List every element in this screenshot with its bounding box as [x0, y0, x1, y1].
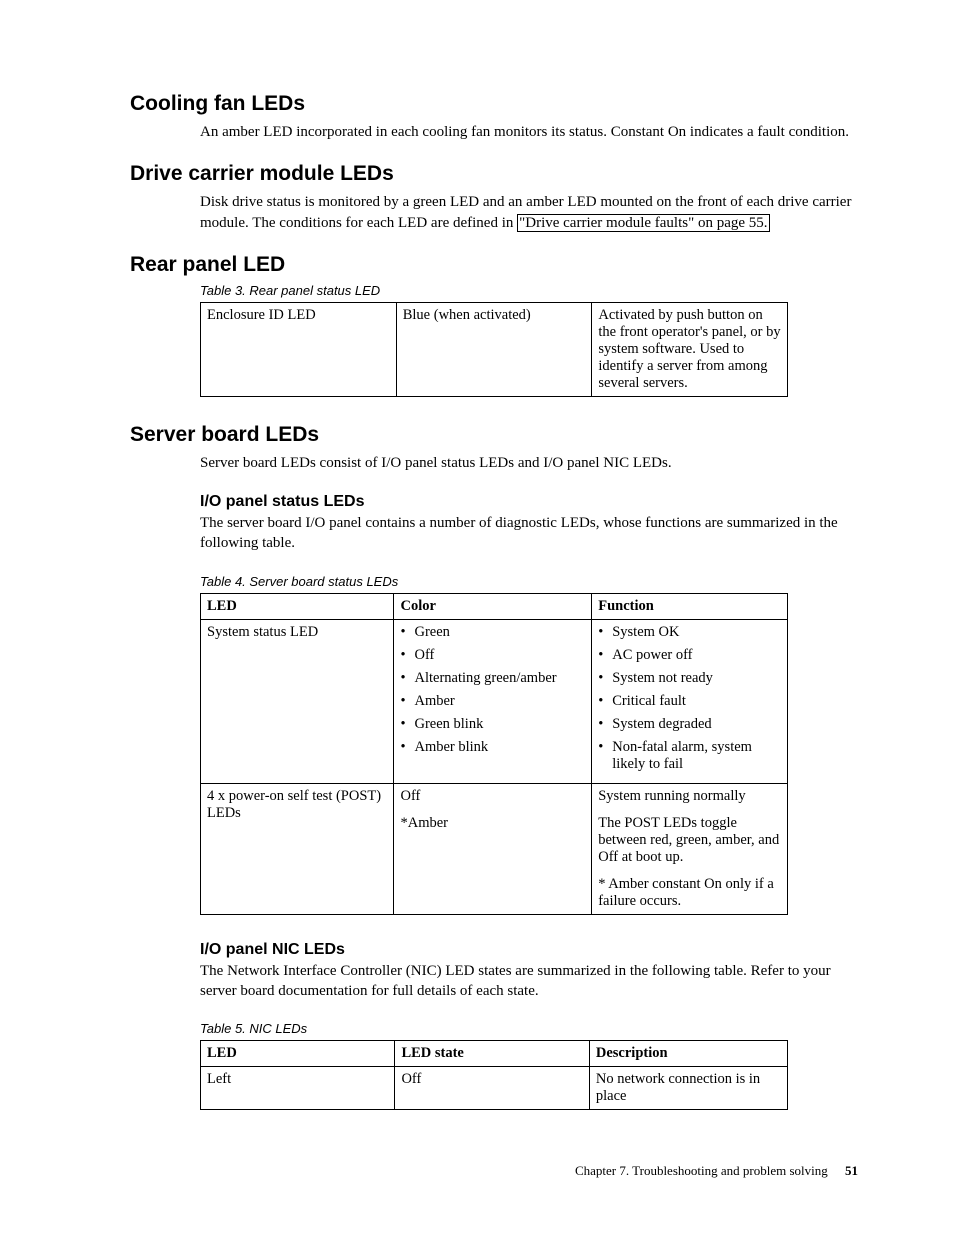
list-item: System not ready — [598, 670, 781, 687]
heading-io-nic: I/O panel NIC LEDs — [200, 941, 858, 959]
list-item: AC power off — [598, 647, 781, 664]
cell-toggle: The POST LEDs toggle between red, green,… — [598, 815, 781, 866]
heading-cooling-fan: Cooling fan LEDs — [130, 92, 858, 116]
caption-table-3: Table 3. Rear panel status LED — [200, 283, 858, 298]
list-item: Green — [400, 624, 585, 641]
cell-activated-desc: Activated by push button on the front op… — [592, 302, 788, 396]
list-item: Amber — [400, 693, 585, 710]
caption-table-4: Table 4. Server board status LEDs — [200, 574, 858, 589]
cell-left: Left — [201, 1067, 395, 1110]
list-item: Alternating green/amber — [400, 670, 585, 687]
cell-amber-constant: * Amber constant On only if a failure oc… — [598, 876, 781, 910]
heading-io-status: I/O panel status LEDs — [200, 493, 858, 511]
link-drive-faults[interactable]: "Drive carrier module faults" on page 55… — [517, 214, 769, 232]
col-description: Description — [589, 1041, 787, 1067]
table-row: System status LED Green Off Alternating … — [201, 619, 788, 783]
col-led: LED — [201, 593, 394, 619]
footer-chapter: Chapter 7. Troubleshooting and problem s… — [575, 1163, 828, 1178]
footer-page-number: 51 — [845, 1163, 858, 1178]
body-io-status: The server board I/O panel contains a nu… — [200, 513, 858, 554]
list-item: Non-fatal alarm, system likely to fail — [598, 739, 781, 773]
cell-post-color: Off *Amber — [394, 783, 592, 914]
body-cooling-fan: An amber LED incorporated in each coolin… — [200, 122, 858, 142]
cell-running-normally: System running normally — [598, 788, 781, 805]
col-led: LED — [201, 1041, 395, 1067]
cell-functions: System OK AC power off System not ready … — [592, 619, 788, 783]
cell-post-func: System running normally The POST LEDs to… — [592, 783, 788, 914]
col-function: Function — [592, 593, 788, 619]
col-led-state: LED state — [395, 1041, 589, 1067]
caption-table-5: Table 5. NIC LEDs — [200, 1021, 858, 1036]
heading-rear-panel: Rear panel LED — [130, 253, 858, 277]
table-row: Enclosure ID LED Blue (when activated) A… — [201, 302, 788, 396]
table-row: Left Off No network connection is in pla… — [201, 1067, 788, 1110]
list-item: Green blink — [400, 716, 585, 733]
cell-amber: *Amber — [400, 815, 585, 832]
table-nic-leds: LED LED state Description Left Off No ne… — [200, 1040, 788, 1110]
cell-off: Off — [400, 788, 585, 805]
table-rear-panel: Enclosure ID LED Blue (when activated) A… — [200, 302, 788, 397]
page-footer: Chapter 7. Troubleshooting and problem s… — [575, 1163, 858, 1179]
list-item: Off — [400, 647, 585, 664]
list-item: Critical fault — [598, 693, 781, 710]
table-header-row: LED Color Function — [201, 593, 788, 619]
cell-blue: Blue (when activated) — [396, 302, 592, 396]
cell-off: Off — [395, 1067, 589, 1110]
body-io-nic: The Network Interface Controller (NIC) L… — [200, 961, 858, 1002]
list-item: System OK — [598, 624, 781, 641]
table-server-status: LED Color Function System status LED Gre… — [200, 593, 788, 915]
cell-post-leds: 4 x power-on self test (POST) LEDs — [201, 783, 394, 914]
heading-server-board: Server board LEDs — [130, 423, 858, 447]
list-item: System degraded — [598, 716, 781, 733]
cell-no-network: No network connection is in place — [589, 1067, 787, 1110]
table-row: 4 x power-on self test (POST) LEDs Off *… — [201, 783, 788, 914]
document-page: Cooling fan LEDs An amber LED incorporat… — [0, 0, 954, 1235]
cell-system-status: System status LED — [201, 619, 394, 783]
cell-colors: Green Off Alternating green/amber Amber … — [394, 619, 592, 783]
heading-drive-carrier: Drive carrier module LEDs — [130, 162, 858, 186]
col-color: Color — [394, 593, 592, 619]
table-header-row: LED LED state Description — [201, 1041, 788, 1067]
body-server-board: Server board LEDs consist of I/O panel s… — [200, 453, 858, 473]
cell-enclosure-led: Enclosure ID LED — [201, 302, 397, 396]
list-item: Amber blink — [400, 739, 585, 756]
body-drive-carrier: Disk drive status is monitored by a gree… — [200, 192, 858, 233]
